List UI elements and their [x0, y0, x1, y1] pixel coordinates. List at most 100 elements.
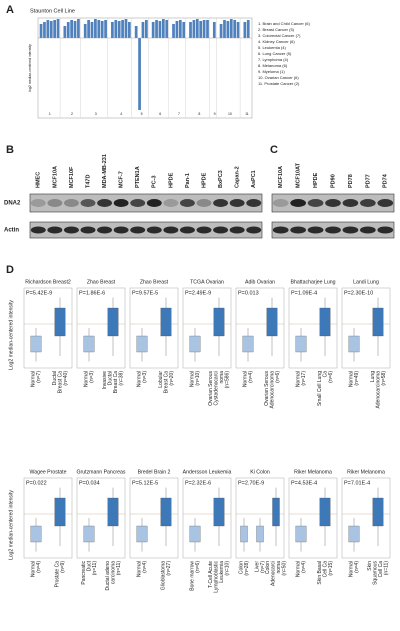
- bar: [226, 21, 230, 38]
- box: [242, 335, 254, 353]
- group-number: 2: [71, 112, 73, 116]
- group-label: Liver: [255, 561, 261, 572]
- box: [240, 525, 248, 543]
- lane-label: MCF10A: [278, 166, 284, 188]
- p-value: P=9.57E-5: [132, 290, 158, 296]
- band: [342, 226, 359, 234]
- box: [256, 525, 264, 543]
- bar: [192, 20, 196, 38]
- group-label: (n=4): [36, 561, 42, 573]
- panel-label: A: [6, 4, 14, 16]
- group-label: (n=10): [225, 561, 231, 576]
- bar: [165, 20, 169, 38]
- legend-entry: 8. Melanoma (6): [258, 63, 288, 68]
- plot-frame: [182, 477, 232, 559]
- bar: [206, 20, 209, 38]
- bar: [151, 22, 155, 38]
- p-value: P=2.32E-6: [185, 480, 211, 486]
- plot-frame: [129, 477, 179, 559]
- band: [30, 199, 46, 207]
- band: [97, 199, 113, 207]
- bar: [178, 20, 182, 38]
- group-label: (n=11): [116, 561, 122, 576]
- p-value: P=4.53E-4: [291, 480, 317, 486]
- lane-label: PD74: [383, 173, 389, 188]
- band: [307, 199, 324, 207]
- y-label: Log2 median-centered intensity: [8, 490, 14, 560]
- group-label: Small Cell Lung: [317, 371, 323, 406]
- group-label: (n=38): [119, 371, 125, 386]
- band: [342, 199, 359, 207]
- group-label: Squamous: [373, 561, 379, 585]
- band: [325, 226, 341, 234]
- box: [107, 307, 119, 337]
- group-label: Lung: [370, 371, 376, 382]
- group-label: Pancreatic: [81, 561, 87, 585]
- bar: [219, 24, 223, 38]
- panel-title: TCGA Ovarian: [190, 279, 224, 285]
- group-number: 6: [159, 112, 161, 116]
- panel-title: Grutzmann Pancreas: [76, 469, 125, 475]
- group-label: Prostate Ca: [55, 561, 61, 588]
- band: [196, 199, 212, 207]
- band: [307, 226, 324, 234]
- band: [179, 199, 195, 207]
- band: [272, 199, 289, 207]
- box: [30, 525, 42, 543]
- box: [348, 525, 360, 543]
- lane-label: MCF10F: [69, 166, 75, 188]
- bar: [243, 22, 247, 38]
- group-label: Normal: [296, 371, 302, 387]
- lane-label: MCF-7: [119, 171, 125, 188]
- group-label: (n=40): [63, 371, 69, 386]
- group-label: Normal: [137, 561, 143, 577]
- group-label: Duct: [86, 560, 92, 571]
- panel-title: Richardson Breast2: [25, 279, 71, 285]
- group-number: 10: [228, 112, 232, 116]
- bar: [94, 19, 97, 38]
- bar: [182, 22, 186, 38]
- bar: [233, 20, 237, 38]
- lane-label: HMEC: [36, 172, 42, 188]
- band: [163, 226, 179, 234]
- box: [272, 497, 280, 527]
- bar: [63, 26, 67, 38]
- lane-label: PTEN1A: [135, 166, 141, 188]
- lane-label: PD77: [365, 174, 371, 188]
- panel-title: Adib Ovarian: [245, 279, 275, 285]
- group-label: Ovarian Serous: [264, 371, 270, 406]
- group-label: Breast Ca: [113, 371, 119, 393]
- group-label: (n=4): [248, 371, 254, 383]
- group-label: (n=7): [36, 371, 42, 383]
- plot-frame: [37, 17, 253, 119]
- group-number: 7: [178, 112, 180, 116]
- bar: [77, 19, 80, 38]
- lane-label: PD90: [330, 174, 336, 188]
- group-label: Colon: [239, 561, 245, 574]
- group-label: (n=10): [195, 371, 201, 386]
- box: [136, 335, 148, 353]
- bar: [121, 20, 124, 38]
- group-number: 11: [245, 112, 249, 116]
- blot: [29, 221, 263, 239]
- group-label: (n=11): [384, 561, 390, 576]
- plot-frame: [235, 477, 285, 559]
- box: [372, 497, 384, 527]
- bar: [56, 19, 60, 38]
- p-value: P=2.30E-10: [344, 290, 373, 296]
- band: [377, 199, 394, 207]
- group-label: Cell Ca: [378, 561, 384, 578]
- box: [319, 497, 331, 527]
- group-label: noma: [219, 371, 225, 384]
- bar: [87, 20, 90, 38]
- panel-title: Bredel Brain 2: [138, 469, 171, 475]
- group-label: (n=3): [142, 371, 148, 383]
- bar: [90, 22, 94, 38]
- panel-title: Andersson Leukemia: [183, 469, 232, 475]
- band: [229, 199, 245, 207]
- group-label: Normal: [243, 371, 249, 387]
- box: [213, 307, 225, 337]
- band: [246, 199, 262, 207]
- bar: [73, 21, 77, 38]
- box: [295, 525, 307, 543]
